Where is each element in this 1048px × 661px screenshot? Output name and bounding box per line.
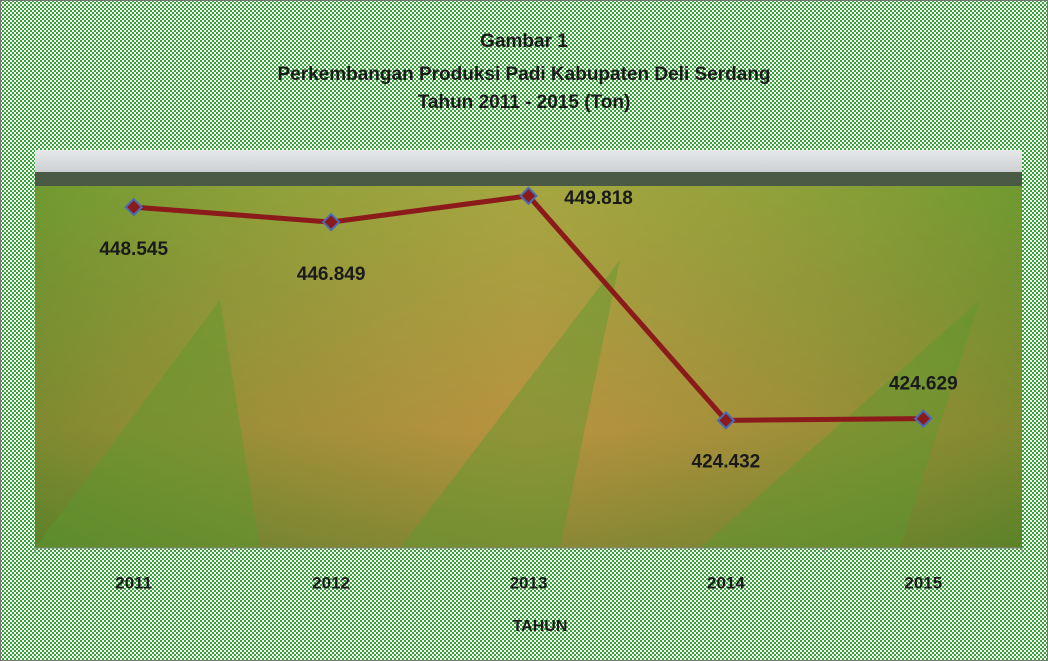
data-point [913,409,933,429]
data-point [519,186,538,206]
x-tick-label: 2014 [707,573,745,592]
data-label: 449.818 [564,188,633,209]
x-tick-label: 2011 [115,573,152,592]
x-tick-label: 2015 [904,573,942,592]
data-point [321,212,341,232]
data-label: 448.545 [99,239,168,260]
x-tick-label: 2012 [312,573,350,592]
data-point [716,410,736,430]
x-axis-label: TAHUN [513,618,568,635]
chart-title: Perkembangan Produksi Padi Kabupaten Del… [277,64,770,85]
data-label: 424.432 [692,451,761,472]
plot-photo [35,150,1022,548]
chart-title: Gambar 1 [480,31,568,52]
x-tick-label: 2013 [510,573,548,592]
data-label: 424.629 [889,374,958,395]
chart-title: Tahun 2011 - 2015 (Ton) [418,92,631,113]
data-label: 446.849 [297,264,366,285]
data-point [124,197,144,217]
